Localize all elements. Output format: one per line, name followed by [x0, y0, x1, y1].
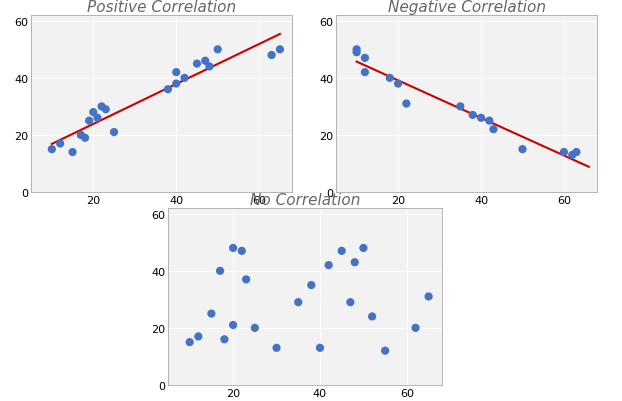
Point	[424, 294, 434, 300]
Point	[228, 322, 238, 328]
Point	[47, 147, 57, 153]
Point	[192, 61, 202, 68]
Point	[393, 81, 403, 87]
Point	[215, 268, 225, 274]
Point	[80, 135, 90, 142]
Point	[163, 87, 173, 93]
Point	[385, 75, 395, 82]
Point	[272, 345, 282, 351]
Point	[351, 50, 361, 56]
Point	[241, 276, 251, 283]
Title: No Correlation: No Correlation	[249, 192, 360, 207]
Point	[337, 248, 346, 254]
Point	[567, 152, 577, 159]
Point	[109, 130, 119, 136]
Point	[76, 132, 86, 139]
Point	[485, 118, 494, 125]
Point	[323, 262, 333, 269]
Point	[205, 64, 215, 71]
Point	[96, 104, 106, 110]
Point	[237, 248, 247, 254]
Point	[200, 59, 210, 65]
Point	[93, 115, 103, 122]
Point	[350, 259, 360, 266]
Point	[220, 336, 230, 342]
Point	[360, 55, 370, 62]
Point	[185, 339, 195, 346]
Point	[380, 348, 390, 354]
Point	[468, 112, 478, 119]
Point	[488, 127, 498, 133]
Point	[476, 115, 486, 122]
Point	[207, 311, 216, 317]
Point	[455, 104, 465, 110]
Point	[275, 47, 285, 53]
Point	[315, 345, 325, 351]
Point	[228, 245, 238, 251]
Point	[518, 147, 527, 153]
Point	[367, 314, 377, 320]
Point	[193, 333, 203, 340]
Title: Negative Correlation: Negative Correlation	[388, 0, 545, 15]
Point	[559, 150, 569, 156]
Title: Positive Correlation: Positive Correlation	[87, 0, 236, 15]
Point	[294, 299, 304, 306]
Point	[267, 53, 277, 59]
Point	[250, 325, 260, 331]
Point	[401, 101, 411, 107]
Point	[68, 150, 78, 156]
Point	[88, 109, 98, 116]
Point	[360, 70, 370, 76]
Point	[55, 141, 65, 147]
Point	[358, 245, 368, 251]
Point	[411, 325, 420, 331]
Point	[180, 75, 190, 82]
Point	[213, 47, 223, 53]
Point	[306, 282, 316, 289]
Point	[101, 107, 111, 113]
Point	[171, 70, 181, 76]
Point	[171, 81, 181, 87]
Point	[84, 118, 94, 125]
Point	[572, 150, 582, 156]
Point	[345, 299, 355, 306]
Point	[351, 47, 361, 53]
